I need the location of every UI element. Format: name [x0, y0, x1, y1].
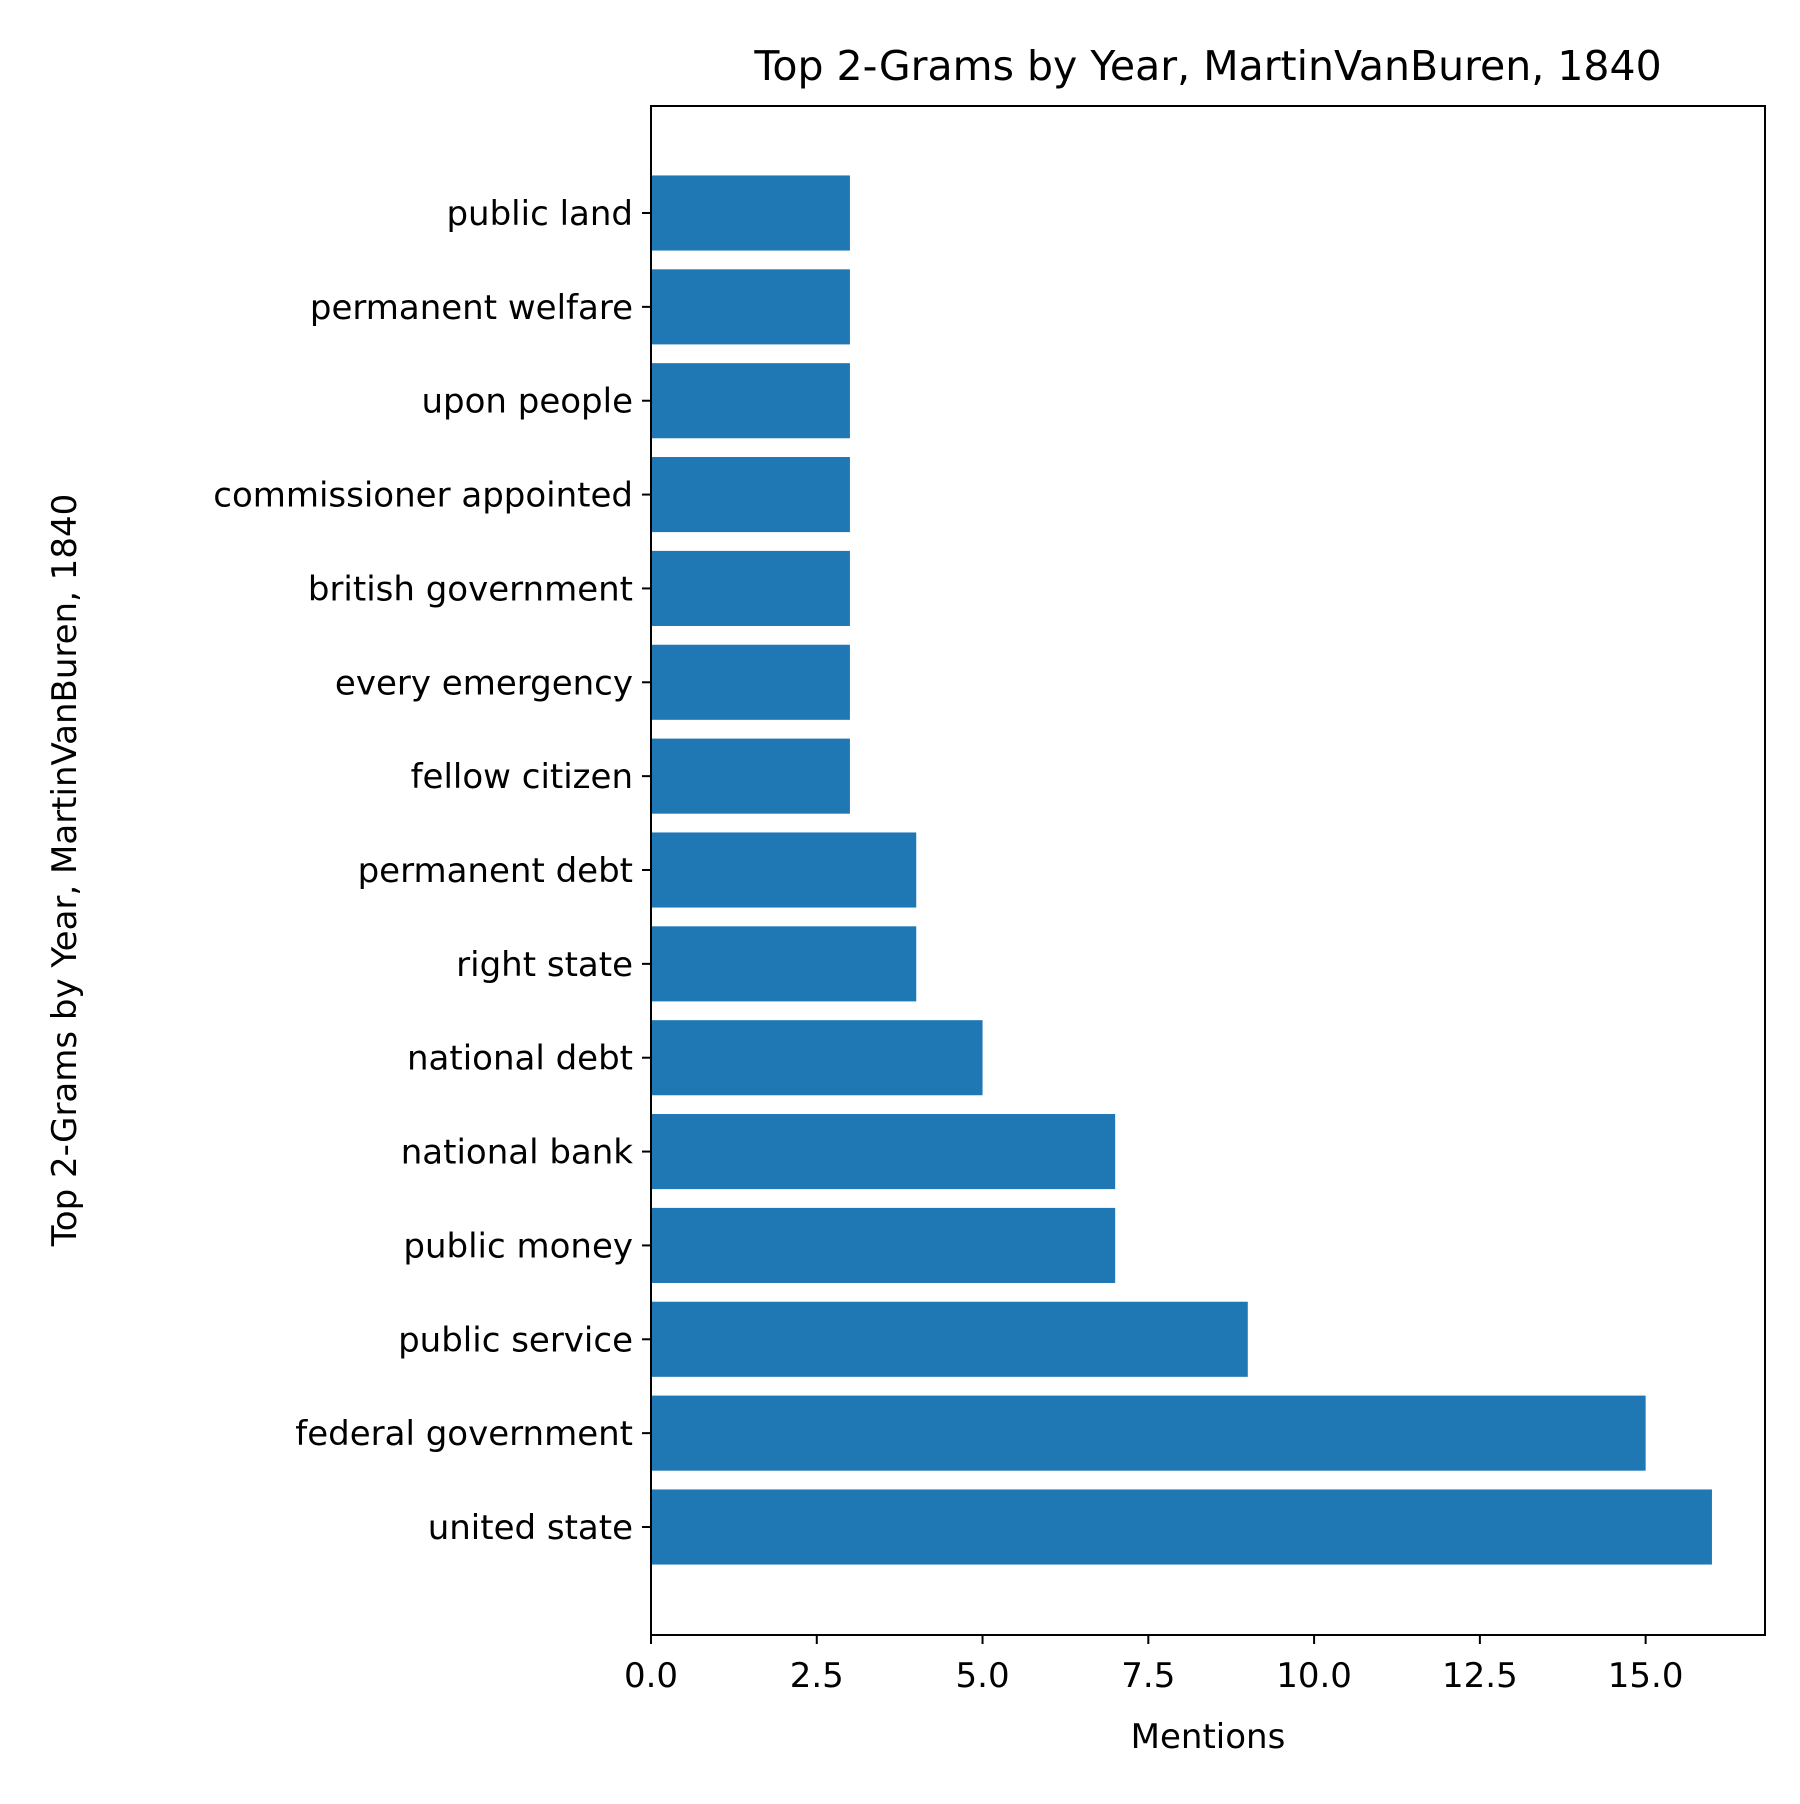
bar-national-bank	[651, 1114, 1116, 1190]
y-axis-label: Top 2-Grams by Year, MartinVanBuren, 184…	[45, 494, 85, 1247]
bars-layer	[651, 175, 1712, 1565]
y-tick-label: public service	[398, 1320, 633, 1360]
y-tick-label: commissioner appointed	[213, 476, 633, 516]
x-tick-label: 12.5	[1442, 1656, 1518, 1696]
y-tick-label: permanent debt	[358, 851, 633, 891]
bar-public-land	[651, 175, 850, 251]
bar-fellow-citizen	[651, 738, 850, 814]
bar-upon-people	[651, 363, 850, 439]
bar-right-state	[651, 926, 917, 1002]
y-tick-label: right state	[456, 945, 633, 985]
x-tick-label: 5.0	[956, 1656, 1010, 1696]
bar-british-government	[651, 550, 850, 626]
y-tick-label: permanent welfare	[310, 288, 633, 328]
bar-permanent-debt	[651, 832, 917, 908]
chart-title: Top 2-Grams by Year, MartinVanBuren, 184…	[753, 42, 1661, 90]
y-tick-label: upon people	[421, 382, 633, 422]
bar-every-emergency	[651, 644, 850, 720]
y-tick-label: every emergency	[335, 663, 633, 703]
y-tick-label: national bank	[401, 1133, 634, 1173]
y-tick-label: fellow citizen	[411, 757, 633, 797]
x-tick-label: 15.0	[1608, 1656, 1684, 1696]
y-tick-label: federal government	[295, 1414, 633, 1454]
bar-public-service	[651, 1301, 1248, 1377]
x-axis-label: Mentions	[1131, 1717, 1286, 1757]
bar-federal-government	[651, 1395, 1646, 1471]
x-tick-label: 0.0	[624, 1656, 678, 1696]
y-tick-label: national debt	[407, 1039, 633, 1079]
x-axis-ticks: 0.0 2.5 5.0 7.5 10.0 12.5 15.0	[624, 1635, 1684, 1696]
bar-permanent-welfare	[651, 269, 850, 345]
bar-national-debt	[651, 1020, 983, 1096]
y-tick-label: public money	[403, 1226, 633, 1266]
bar-public-money	[651, 1207, 1116, 1283]
x-tick-label: 7.5	[1121, 1656, 1175, 1696]
y-tick-label: british government	[308, 569, 633, 609]
y-tick-label: united state	[428, 1508, 633, 1548]
bar-united-state	[651, 1489, 1712, 1565]
y-axis-ticks: united state federal government public ser…	[213, 194, 651, 1548]
y-tick-label: public land	[446, 194, 633, 234]
x-tick-label: 2.5	[790, 1656, 844, 1696]
x-tick-label: 10.0	[1276, 1656, 1352, 1696]
bar-commissioner-appointed	[651, 457, 850, 533]
